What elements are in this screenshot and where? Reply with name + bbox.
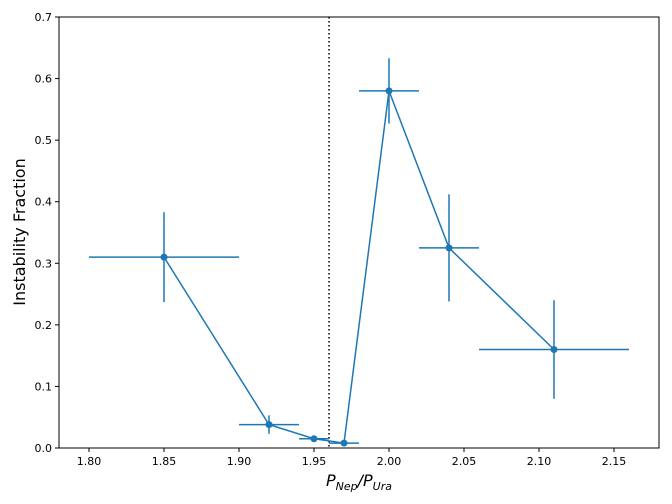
y-tick-label: 0.6 (35, 73, 53, 86)
x-axis-title-p1: P (326, 471, 336, 490)
x-tick-label: 2.05 (452, 455, 477, 468)
x-tick-label: 1.80 (77, 455, 102, 468)
x-axis-title-p2: P (363, 471, 373, 490)
data-point (160, 253, 168, 261)
x-axis-title: PNep/PUra (326, 471, 392, 493)
data-point (445, 244, 453, 252)
y-tick-label: 0.1 (35, 380, 53, 393)
y-tick-label: 0.3 (35, 257, 53, 270)
y-tick-label: 0.2 (35, 319, 53, 332)
data-point (265, 421, 273, 429)
data-point (550, 345, 558, 353)
data-point (340, 439, 348, 447)
x-tick-label: 1.95 (302, 455, 327, 468)
y-tick-label: 0.5 (35, 134, 53, 147)
x-axis-title-sub2: Ura (373, 480, 393, 493)
x-tick-label: 2.15 (602, 455, 627, 468)
x-tick-label: 2.00 (377, 455, 402, 468)
plot-area (89, 17, 629, 448)
y-tick-label: 0.7 (35, 11, 53, 24)
y-tick-label: 0.4 (35, 196, 53, 209)
plot-frame (58, 16, 660, 449)
y-axis: 0.0 0.1 0.2 0.3 0.4 0.5 0.6 0.7 (35, 11, 59, 455)
data-point (310, 435, 318, 443)
x-axis-title-slash: / (356, 471, 365, 490)
y-axis-title: Instability Fraction (10, 158, 29, 305)
x-tick-label: 2.10 (527, 455, 552, 468)
series-line (163, 90, 555, 444)
x-axis: 1.80 1.85 1.90 1.95 2.00 2.05 2.10 2.15 (77, 448, 627, 468)
x-tick-label: 1.85 (152, 455, 177, 468)
y-tick-label: 0.0 (35, 442, 53, 455)
x-tick-label: 1.90 (227, 455, 252, 468)
data-point (385, 87, 393, 95)
x-axis-title-sub1: Nep (336, 480, 358, 493)
